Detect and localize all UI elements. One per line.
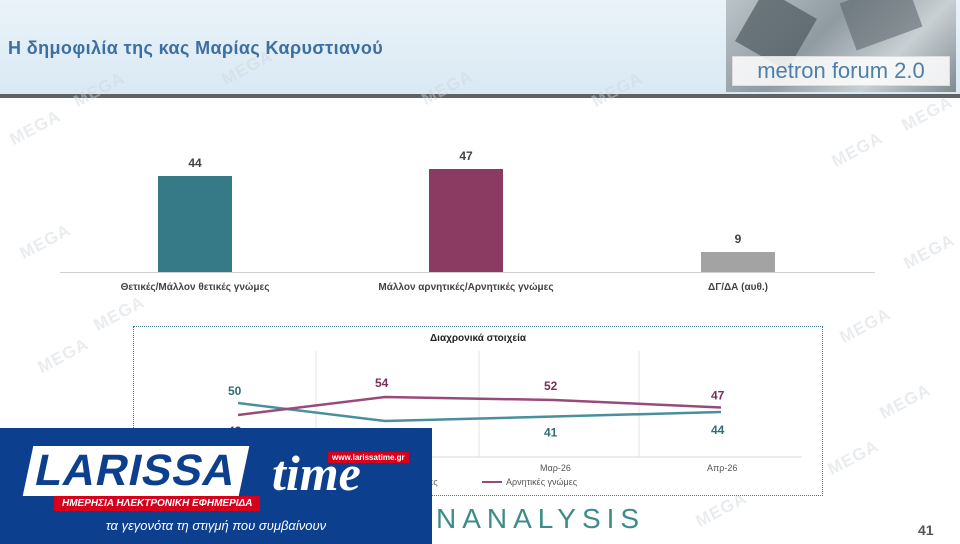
- bar-dont-know: [701, 252, 775, 272]
- larissa-logo-word: LARISSA: [22, 446, 250, 496]
- bar-category-label: Μάλλον αρνητικές/Αρνητικές γνώμες: [378, 282, 554, 293]
- trend-legend-label: Αρνητικές γνώμες: [506, 477, 578, 487]
- watermark: MEGA: [900, 230, 959, 273]
- logo-graphic-shape: [839, 0, 923, 51]
- brand-wordmark: NANALYSIS: [436, 503, 646, 534]
- bar-value-label: 44: [188, 156, 202, 170]
- watermark: MEGA: [34, 334, 93, 377]
- trend-series-line: [237, 401, 722, 423]
- bar-value-label: 47: [459, 149, 473, 164]
- trend-x-tick-label: Μαρ-26: [540, 463, 571, 473]
- page-title: Η δημοφιλία της κας Μαρίας Καρυστιανού: [8, 38, 384, 58]
- trend-chart: 5038414442545247Μαρ-26Απρ-26γνώμεςΑρνητι…: [154, 351, 802, 487]
- watermark: MEGA: [824, 436, 883, 479]
- bar-category-label: ΔΓ/ΔΑ (αυθ.): [708, 282, 768, 293]
- trend-data-label: 47: [711, 389, 725, 403]
- trend-chart-title: Διαχρονικά στοιχεία: [429, 333, 526, 344]
- trend-data-label: 54: [375, 376, 389, 390]
- larissa-tagline: τα γεγονότα τη στιγμή που συμβαίνουν: [105, 518, 327, 533]
- trend-data-label: 50: [228, 384, 242, 398]
- bar-category-label: Θετικές/Μάλλον θετικές γνώμες: [120, 282, 270, 293]
- watermark: MEGA: [6, 106, 65, 149]
- larissa-subtitle: ΗΜΕΡΗΣΙΑ ΗΛΕΚΤΡΟΝΙΚΗ ΕΦΗΜΕΡΙΔΑ: [54, 496, 261, 511]
- watermark: MEGA: [876, 380, 935, 423]
- trend-x-tick-label: Απρ-26: [707, 463, 737, 473]
- trend-data-label: 44: [711, 423, 725, 437]
- bar-value-label: 9: [734, 232, 742, 247]
- larissa-url[interactable]: www.larissatime.gr: [328, 452, 409, 463]
- logo-text: metron forum 2.0: [732, 56, 950, 86]
- bar-chart-baseline: [60, 272, 875, 273]
- bar-positive: [158, 176, 232, 272]
- watermark: MEGA: [16, 220, 75, 263]
- larissatime-banner[interactable]: LARISSA time www.larissatime.gr ΗΜΕΡΗΣΙΑ…: [0, 428, 432, 544]
- trend-series-line: [237, 395, 722, 417]
- page-number: 41: [918, 522, 934, 538]
- header-divider: [0, 94, 960, 98]
- metron-forum-logo: metron forum 2.0: [726, 0, 956, 92]
- bar-negative: [429, 169, 503, 272]
- trend-data-label: 41: [544, 426, 558, 440]
- watermark: MEGA: [836, 304, 895, 347]
- watermark: MEGA: [828, 128, 887, 171]
- trend-data-label: 52: [544, 379, 558, 393]
- watermark: MEGA: [898, 92, 957, 135]
